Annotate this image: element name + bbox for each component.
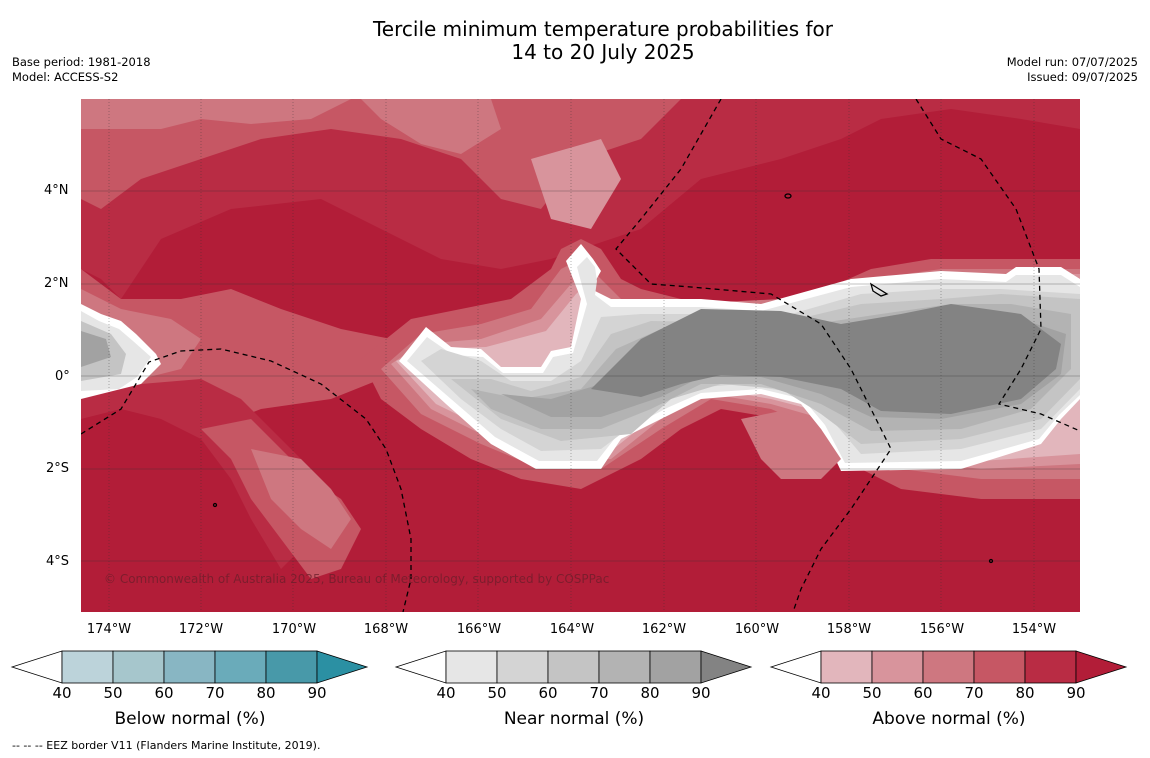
tick-below-40: 40 bbox=[52, 684, 72, 702]
colorbar-near-80 bbox=[649, 650, 702, 684]
colorbar-below-50 bbox=[112, 650, 165, 684]
colorbar-near-90 bbox=[700, 650, 753, 684]
lon-label-154w: 154°W bbox=[1011, 622, 1057, 637]
tick-below-90: 90 bbox=[307, 684, 327, 702]
title-line-1: Tercile minimum temperature probabilitie… bbox=[372, 17, 834, 41]
lon-label-174w: 174°W bbox=[86, 622, 132, 637]
lon-label-170w: 170°W bbox=[271, 622, 317, 637]
lat-label-0: 0° bbox=[55, 369, 70, 384]
probability-map bbox=[81, 99, 1080, 612]
tick-below-50: 50 bbox=[103, 684, 123, 702]
near-90-central bbox=[591, 304, 1061, 414]
lon-label-162w: 162°W bbox=[641, 622, 687, 637]
tick-above-70: 70 bbox=[964, 684, 984, 702]
colorbar-above-40 bbox=[820, 650, 873, 684]
map-canvas bbox=[81, 99, 1080, 612]
lon-label-156w: 156°W bbox=[919, 622, 965, 637]
tick-near-50: 50 bbox=[487, 684, 507, 702]
tick-above-40: 40 bbox=[811, 684, 831, 702]
tick-near-80: 80 bbox=[640, 684, 660, 702]
tick-near-70: 70 bbox=[589, 684, 609, 702]
run-info: Model run: 07/07/2025 Issued: 09/07/2025 bbox=[1007, 55, 1138, 85]
above-60-south bbox=[251, 449, 351, 549]
colorbar-near-60 bbox=[547, 650, 600, 684]
tick-near-60: 60 bbox=[538, 684, 558, 702]
colorbar-above-normal bbox=[769, 650, 1128, 684]
legend-caption-below: Below normal (%) bbox=[114, 709, 266, 729]
legend-above-normal: 40 50 60 70 80 90 Above normal (%) bbox=[769, 650, 1129, 730]
lat-label-4n: 4°N bbox=[44, 183, 69, 198]
eez-borders bbox=[81, 99, 1080, 612]
above-70-north bbox=[81, 99, 681, 209]
legend-caption-above: Above normal (%) bbox=[872, 709, 1026, 729]
eez-footnote: -- -- -- EEZ border V11 (Flanders Marine… bbox=[12, 739, 321, 752]
lon-label-160w: 160°W bbox=[734, 622, 780, 637]
tick-below-60: 60 bbox=[154, 684, 174, 702]
above-80-south bbox=[81, 379, 321, 569]
model-run: Model run: 07/07/2025 bbox=[1006, 55, 1138, 69]
model-info: Base period: 1981-2018 Model: ACCESS-S2 bbox=[12, 55, 151, 85]
tick-below-70: 70 bbox=[205, 684, 225, 702]
colorbar-above-90 bbox=[1075, 650, 1128, 684]
colorbar-above-50 bbox=[871, 650, 924, 684]
colorbar-below-underflow bbox=[10, 650, 63, 684]
model-name: Model: ACCESS-S2 bbox=[12, 70, 119, 84]
latitude-lines bbox=[81, 190, 1080, 562]
colorbar-above-60 bbox=[922, 650, 975, 684]
colorbar-below-60 bbox=[163, 650, 216, 684]
copyright-notice: © Commonwealth of Australia 2025, Bureau… bbox=[104, 572, 610, 586]
lon-label-164w: 164°W bbox=[549, 622, 595, 637]
above-60-north-a bbox=[81, 99, 351, 129]
map-title: Tercile minimum temperature probabilitie… bbox=[0, 18, 1150, 64]
title-line-2: 14 to 20 July 2025 bbox=[511, 40, 695, 64]
lat-label-2s: 2°S bbox=[46, 461, 70, 476]
islands bbox=[212, 193, 994, 564]
colorbar-below-40 bbox=[61, 650, 114, 684]
above-60-north-b bbox=[361, 99, 501, 154]
legend-near-normal: 40 50 60 70 80 90 Near normal (%) bbox=[394, 650, 754, 730]
tick-above-50: 50 bbox=[862, 684, 882, 702]
colorbar-below-90 bbox=[316, 650, 369, 684]
colorbar-near-40 bbox=[445, 650, 498, 684]
tick-near-90: 90 bbox=[691, 684, 711, 702]
colorbar-above-underflow bbox=[769, 650, 822, 684]
legend-below-normal: 40 50 60 70 80 90 Below normal (%) bbox=[10, 650, 370, 730]
above-50-north bbox=[531, 139, 621, 229]
lat-label-2n: 2°N bbox=[44, 276, 69, 291]
colorbar-above-80 bbox=[1024, 650, 1077, 684]
colorbar-near-underflow bbox=[394, 650, 447, 684]
lon-label-158w: 158°W bbox=[826, 622, 872, 637]
tick-below-80: 80 bbox=[256, 684, 276, 702]
above-60-south-east bbox=[741, 411, 841, 479]
near-80-west bbox=[81, 331, 111, 367]
tick-near-40: 40 bbox=[436, 684, 456, 702]
colorbar-near-normal bbox=[394, 650, 753, 684]
legend-caption-near: Near normal (%) bbox=[503, 709, 645, 729]
colorbar-near-70 bbox=[598, 650, 651, 684]
colorbar-below-80 bbox=[265, 650, 318, 684]
tick-above-90: 90 bbox=[1066, 684, 1086, 702]
base-period: Base period: 1981-2018 bbox=[12, 55, 151, 69]
colorbar-above-70 bbox=[973, 650, 1026, 684]
lon-label-166w: 166°W bbox=[456, 622, 502, 637]
colorbar-below-normal bbox=[10, 650, 369, 684]
lon-label-172w: 172°W bbox=[178, 622, 224, 637]
tick-above-60: 60 bbox=[913, 684, 933, 702]
tick-above-80: 80 bbox=[1015, 684, 1035, 702]
colorbar-below-70 bbox=[214, 650, 267, 684]
lat-label-4s: 4°S bbox=[46, 554, 70, 569]
lon-label-168w: 168°W bbox=[363, 622, 409, 637]
issued-date: Issued: 09/07/2025 bbox=[1027, 70, 1138, 84]
colorbar-near-50 bbox=[496, 650, 549, 684]
